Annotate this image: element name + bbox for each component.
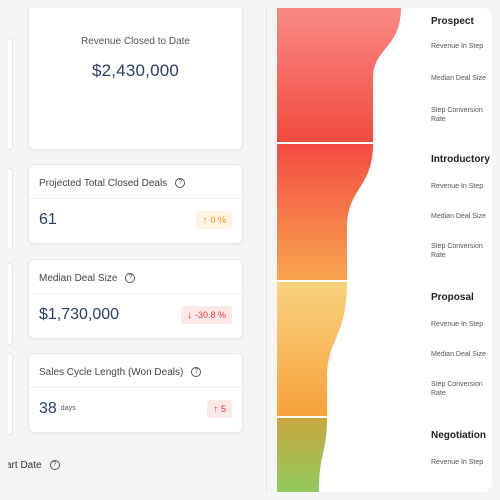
revenue-closed-value: $2,430,000 <box>91 61 180 80</box>
revenue-closed-card: Revenue Closed to Date $2,430,000 <box>28 8 243 150</box>
info-icon[interactable]: ? <box>49 460 60 471</box>
change-badge: ↓ -30.8 % <box>180 306 232 324</box>
kpi-value-text: 61 <box>39 211 57 228</box>
change-badge: ↑ 5 <box>206 400 232 418</box>
kpi-label-text: Projected Total Closed Deals <box>39 178 168 189</box>
card-divider <box>29 198 242 199</box>
stage-title: Prospect <box>431 16 474 27</box>
kpi-label-text: Median Deal Size <box>39 273 118 284</box>
metric-label: Revenue In Step <box>431 183 484 190</box>
funnel-segment-proposal[interactable] <box>277 282 347 416</box>
funnel-stage-proposal: Proposal Revenue In Step Median Deal Siz… <box>431 292 486 397</box>
metric-label: Median Deal Size <box>431 75 486 82</box>
change-badge: ↑ 0 % <box>196 211 232 229</box>
metric-label: Step Conversion Rate <box>431 381 483 397</box>
panel-edge <box>8 263 13 345</box>
kpi-column: Revenue Closed to Date $2,430,000 Projec… <box>8 8 266 492</box>
change-value: -30.8 % <box>194 310 226 320</box>
change-value: 5 <box>220 404 226 414</box>
kpi-card-projected-closed-deals: Projected Total Closed Deals? 61 ↑ 0 % <box>28 164 243 244</box>
kpi-label: Projected Total Closed Deals? <box>39 178 186 189</box>
metric-label: Median Deal Size <box>431 351 486 358</box>
funnel-stage-introductory: Introductory C Revenue In Step Median De… <box>431 154 492 259</box>
funnel-panel: Prospect Revenue In Step Median Deal Siz… <box>277 8 492 492</box>
kpi-value-text: 38 <box>39 400 57 417</box>
card-divider <box>29 293 242 294</box>
funnel-segment-prospect[interactable] <box>277 8 401 142</box>
dashboard-frame: Revenue Closed to Date $2,430,000 Projec… <box>8 8 492 492</box>
kpi-label: Sales Cycle Length (Won Deals)? <box>39 367 202 378</box>
funnel-chart <box>277 8 401 492</box>
arrow-up-icon: ↑ <box>212 404 218 415</box>
panel-edge <box>8 168 13 250</box>
metric-label: Median Deal Size <box>431 213 486 220</box>
kpi-value: 38 days <box>39 400 76 418</box>
panel-edge <box>8 353 13 435</box>
card-divider <box>29 387 242 388</box>
revenue-closed-label: Revenue Closed to Date <box>81 36 190 47</box>
metric-label: Step Conversion Rate <box>431 243 483 259</box>
funnel-segment-negotiation[interactable] <box>277 418 327 492</box>
kpi-card-sales-cycle-length: Sales Cycle Length (Won Deals)? 38 days ↑… <box>28 353 243 433</box>
change-value: 0 % <box>210 215 226 225</box>
info-icon[interactable]: ? <box>175 178 186 189</box>
kpi-label-text: Sales Cycle Length (Won Deals) <box>39 367 184 378</box>
metric-label: Revenue In Step <box>431 321 484 328</box>
panel-edge <box>8 38 13 150</box>
arrow-up-icon: ↑ <box>202 215 208 226</box>
kpi-value: $1,730,000 <box>39 306 119 324</box>
funnel-stage-prospect: Prospect Revenue In Step Median Deal Siz… <box>431 16 486 123</box>
kpi-card-median-deal-size: Median Deal Size? $1,730,000 ↓ -30.8 % <box>28 259 243 339</box>
metric-label: Revenue In Step <box>431 43 484 50</box>
kpi-value: 61 <box>39 211 57 229</box>
column-divider <box>266 8 267 492</box>
stage-title: Negotiation <box>431 430 486 441</box>
kpi-unit: days <box>60 405 76 413</box>
stage-title: Introductory C <box>431 154 492 165</box>
metric-label: Step Conversion Rate <box>431 107 483 123</box>
kpi-label: Median Deal Size? <box>39 273 136 284</box>
info-icon[interactable]: ? <box>125 273 136 284</box>
stage-title: Proposal <box>431 292 474 303</box>
metric-label: Revenue In Step <box>431 459 484 466</box>
kpi-value-text: $1,730,000 <box>39 306 120 323</box>
arrow-down-icon: ↓ <box>186 310 192 321</box>
start-date-label-text: art Date <box>8 460 42 471</box>
funnel-segment-introductory[interactable] <box>277 144 373 280</box>
info-icon[interactable]: ? <box>191 367 202 378</box>
funnel-stage-negotiation: Negotiation Revenue In Step <box>431 430 486 466</box>
start-date-label: art Date? <box>8 460 60 471</box>
